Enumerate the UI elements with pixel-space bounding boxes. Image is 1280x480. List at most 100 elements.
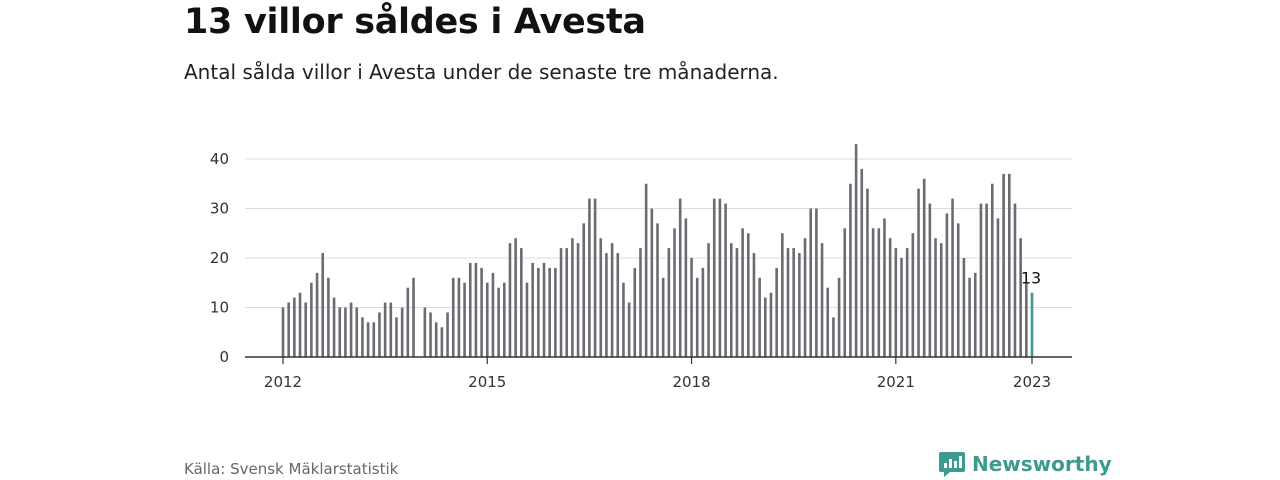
bar	[372, 322, 376, 357]
bar	[593, 198, 597, 357]
bar	[712, 198, 716, 357]
bar	[548, 267, 551, 357]
bar	[701, 267, 705, 357]
bar	[832, 317, 835, 357]
bar	[741, 228, 744, 357]
bar	[281, 307, 285, 357]
page-subtitle: Antal sålda villor i Avesta under de sen…	[184, 60, 779, 84]
bar	[514, 238, 517, 357]
bar	[463, 282, 466, 357]
bar	[695, 277, 699, 357]
bar	[860, 168, 864, 357]
x-tick-label: 2012	[264, 373, 302, 391]
bar	[1013, 203, 1017, 357]
bar	[338, 307, 342, 357]
bar	[576, 243, 580, 357]
bar	[582, 223, 586, 357]
bar	[849, 183, 852, 357]
bar	[673, 228, 676, 357]
bar	[429, 312, 432, 357]
bar	[378, 312, 381, 357]
x-tick-label: 2018	[672, 373, 710, 391]
brand-logo: Newsworthy	[938, 448, 1112, 480]
bar	[355, 307, 359, 357]
bar	[327, 277, 330, 357]
bar	[973, 272, 977, 357]
bar	[956, 223, 960, 357]
bar	[707, 243, 710, 357]
bar	[344, 307, 347, 357]
bar	[690, 258, 693, 357]
bar	[451, 277, 455, 357]
bar	[990, 183, 994, 357]
bar	[599, 238, 603, 357]
bar	[894, 248, 898, 357]
bar	[684, 218, 688, 357]
bar	[349, 302, 353, 357]
bar	[854, 144, 858, 357]
bar	[440, 327, 444, 357]
x-tick-label: 2021	[877, 373, 915, 391]
bar	[962, 258, 966, 357]
bar	[905, 248, 909, 357]
bar	[917, 188, 920, 357]
bar	[616, 253, 620, 357]
bar	[922, 178, 926, 357]
bar	[826, 287, 830, 357]
bar	[423, 307, 427, 357]
bar	[883, 218, 886, 357]
bar	[934, 238, 937, 357]
bar	[1008, 173, 1011, 357]
bar	[769, 292, 773, 357]
bar	[775, 267, 778, 357]
bar	[724, 203, 727, 357]
bar	[400, 307, 404, 357]
bar	[491, 272, 495, 357]
bar	[820, 243, 824, 357]
bar	[315, 272, 319, 357]
bar	[389, 302, 393, 357]
bar	[650, 208, 654, 357]
bar	[525, 282, 529, 357]
bar	[729, 243, 733, 357]
bar	[644, 183, 648, 357]
bar	[559, 248, 563, 357]
bar	[554, 267, 557, 357]
bar	[395, 317, 398, 357]
tick-labels: 0 10 20 30 40 2012 2015 2018 2021 2023 13	[210, 150, 1051, 391]
x-tick-label: 2023	[1013, 373, 1051, 391]
bar	[412, 277, 415, 357]
bar	[542, 262, 546, 357]
bar	[610, 243, 614, 357]
highlighted-bar	[1030, 292, 1034, 357]
bar	[332, 297, 336, 357]
bar	[293, 297, 296, 357]
bar	[1025, 282, 1028, 357]
bar	[678, 198, 682, 357]
bar	[485, 282, 489, 357]
bar	[537, 267, 540, 357]
bar	[503, 282, 506, 357]
bar	[809, 208, 812, 357]
bar	[639, 248, 642, 357]
bar	[968, 277, 971, 357]
bar	[667, 248, 671, 357]
bar	[588, 198, 591, 357]
bar	[815, 208, 818, 357]
bar	[633, 267, 637, 357]
bar	[803, 238, 807, 357]
bar	[361, 317, 364, 357]
x-tick-label: 2015	[468, 373, 506, 391]
bar	[627, 302, 631, 357]
bar	[406, 287, 410, 357]
bar	[786, 248, 790, 357]
bar	[752, 253, 756, 357]
bar	[497, 287, 500, 357]
bar	[661, 277, 665, 357]
bar	[951, 198, 954, 357]
bar	[764, 297, 767, 357]
bar	[310, 282, 313, 357]
bar	[798, 253, 801, 357]
bar	[718, 198, 722, 357]
